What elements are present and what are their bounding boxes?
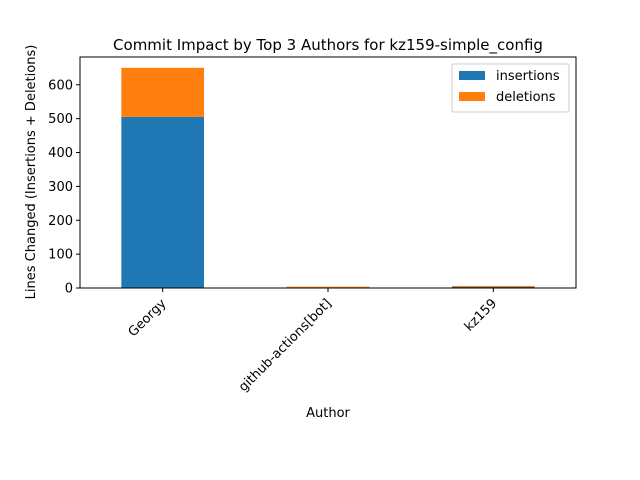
- y-axis-label: Lines Changed (Insertions + Deletions): [24, 45, 39, 300]
- x-axis-label: Author: [306, 406, 350, 421]
- y-axis: 0 100 200 300 400 500 600: [48, 78, 80, 297]
- y-tick-label: 200: [48, 214, 73, 229]
- y-tick-label: 100: [48, 248, 73, 263]
- legend-swatch-insertions: [459, 71, 485, 80]
- y-tick-label: 600: [48, 78, 73, 93]
- y-tick-label: 400: [48, 146, 73, 161]
- legend-label-insertions: insertions: [496, 69, 560, 84]
- legend-swatch-deletions: [459, 92, 485, 101]
- legend-label-deletions: deletions: [496, 90, 556, 105]
- y-tick-label: 300: [48, 180, 73, 195]
- chart-title: Commit Impact by Top 3 Authors for kz159…: [113, 36, 543, 55]
- plot-frame: [79, 56, 577, 289]
- y-tick-label: 0: [65, 282, 73, 297]
- bar-deletions-github-actions-bot: [286, 286, 370, 288]
- bar-insertions-georgy: [121, 116, 204, 288]
- bars-group: [121, 67, 535, 289]
- bar-deletions-kz159: [452, 285, 535, 287]
- legend: insertions deletions: [451, 63, 570, 113]
- y-tick-label: 500: [48, 112, 73, 127]
- bar-deletions-georgy: [121, 67, 204, 117]
- bar-insertions-kz159: [452, 286, 535, 288]
